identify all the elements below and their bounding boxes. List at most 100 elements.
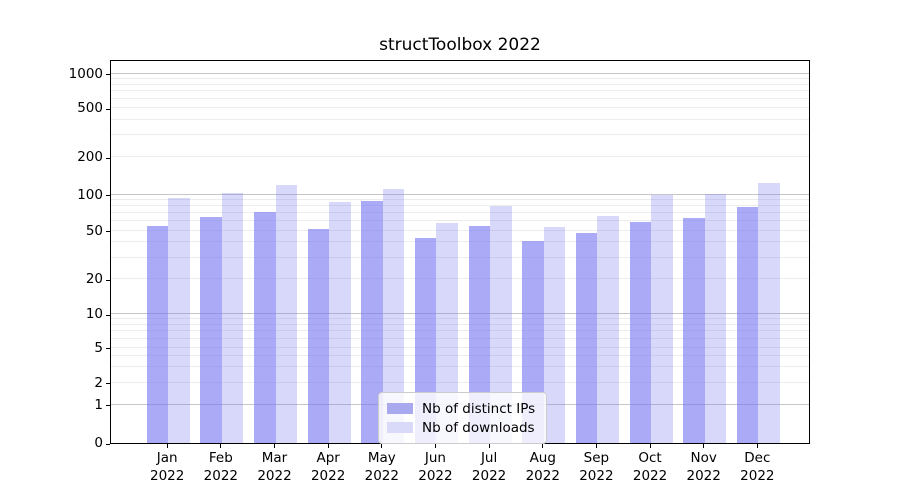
x-tick-mark-aug [542,444,544,448]
bar-may-downloads [382,189,405,443]
y-tick-label-50: 50 [85,222,103,239]
bar-sep-distinct-ips [575,232,598,443]
x-tick-mark-oct [649,444,651,448]
x-tick-month: Aug [529,450,556,466]
bar-jun-downloads [436,222,458,443]
x-tick-mark-jun [434,444,436,448]
grid-minor-line-50 [111,229,809,231]
y-tick-mark-200 [106,157,110,159]
grid-major-line-100 [111,193,809,195]
y-tick-mark-1000 [106,74,110,75]
bar-mar-distinct-ips [254,212,276,443]
x-tick-month: Oct [638,450,662,466]
x-tick-mark-nov [703,444,705,448]
bar-jul-distinct-ips [468,225,491,443]
x-tick-month: May [367,450,396,466]
x-tick-year: 2022 [632,467,668,484]
bar-mar-downloads [275,184,297,443]
y-tick-label-1000: 1000 [68,65,103,82]
grid-minor-line-20 [111,278,809,279]
grid-minor-line-90 [111,198,809,200]
y-tick-label-1: 1 [94,396,103,413]
y-tick-mark-50 [106,231,110,232]
grid-minor-line-30 [111,256,809,258]
grid-minor-line-900 [111,77,809,79]
x-tick-mark-mar [274,444,275,448]
grid-minor-line-5 [111,346,809,348]
x-tick-month: Jun [424,450,446,466]
bar-oct-downloads [651,194,673,443]
bar-nov-downloads [704,193,727,443]
x-tick-label-jun: Jun 2022 [407,450,463,485]
grid-minor-line-7 [111,330,809,332]
y-tick-label-2: 2 [94,374,103,391]
legend-swatch-icon [387,403,413,414]
legend: Nb of distinct IPs Nb of downloads [378,392,548,444]
x-tick-month: Jul [480,450,498,466]
y-tick-label-200: 200 [77,149,103,165]
legend-item-downloads: Nb of downloads [387,419,535,436]
grid-minor-line-4 [111,355,809,357]
y-tick-label-10: 10 [85,306,103,322]
x-tick-label-jan: Jan 2022 [139,450,195,485]
grid-minor-line-9 [111,318,809,320]
bar-may-distinct-ips [361,201,383,443]
y-tick-mark-100 [106,195,110,196]
bar-jun-distinct-ips [414,238,437,443]
x-tick-mark-dec [756,444,758,448]
grid-minor-line-2 [111,381,809,383]
x-tick-label-mar: Mar 2022 [247,450,303,485]
x-tick-mark-may [381,444,383,448]
y-tick-mark-0 [106,443,110,445]
x-tick-label-nov: Nov 2022 [676,450,732,485]
bar-jan-downloads [168,197,190,443]
y-tick-mark-10 [106,314,110,316]
y-tick-label-20: 20 [85,271,103,287]
y-tick-mark-500 [106,108,110,110]
grid-minor-line-3 [111,366,809,368]
grid-minor-line-500 [111,107,809,108]
grid-minor-line-200 [111,156,809,157]
bar-oct-distinct-ips [629,221,652,443]
grid-minor-line-40 [111,241,809,243]
x-tick-year: 2022 [686,467,721,484]
x-tick-label-oct: Oct 2022 [622,450,678,485]
legend-swatch-icon [387,422,413,433]
x-tick-year: 2022 [579,467,614,484]
bar-sep-downloads [597,216,619,443]
grid-minor-line-80 [111,205,809,207]
y-tick-mark-5 [106,348,110,349]
x-tick-month: Feb [208,450,233,466]
bar-aug-downloads [543,226,566,443]
bar-dec-downloads [758,182,780,443]
y-tick-label-5: 5 [94,339,103,356]
x-tick-month: Dec [744,450,771,466]
x-tick-year: 2022 [310,467,346,484]
grid-major-line-1000 [111,72,809,74]
x-tick-mark-jul [488,444,490,448]
x-tick-month: Mar [261,450,288,466]
grid-minor-line-800 [111,83,809,85]
bar-nov-distinct-ips [683,217,705,443]
x-tick-label-sep: Sep 2022 [568,450,624,485]
y-tick-mark-2 [106,383,110,384]
grid-minor-line-600 [111,97,809,99]
y-tick-label-100: 100 [77,186,103,203]
y-tick-label-0: 0 [94,435,103,451]
x-tick-mark-sep [595,444,597,448]
plot-area [110,60,810,444]
x-tick-mark-feb [220,444,222,448]
x-tick-label-dec: Dec 2022 [729,450,785,485]
grid-minor-line-60 [111,220,809,222]
x-tick-year: 2022 [203,467,239,484]
x-tick-label-apr: Apr 2022 [300,450,356,485]
x-tick-year: 2022 [525,467,560,484]
x-tick-year: 2022 [471,467,507,484]
x-tick-label-may: May 2022 [354,450,410,485]
bar-jul-downloads [490,206,512,443]
legend-label: Nb of downloads [422,419,535,436]
bar-feb-distinct-ips [200,216,222,443]
bar-apr-downloads [329,201,351,443]
x-tick-month: Jan [156,450,178,466]
